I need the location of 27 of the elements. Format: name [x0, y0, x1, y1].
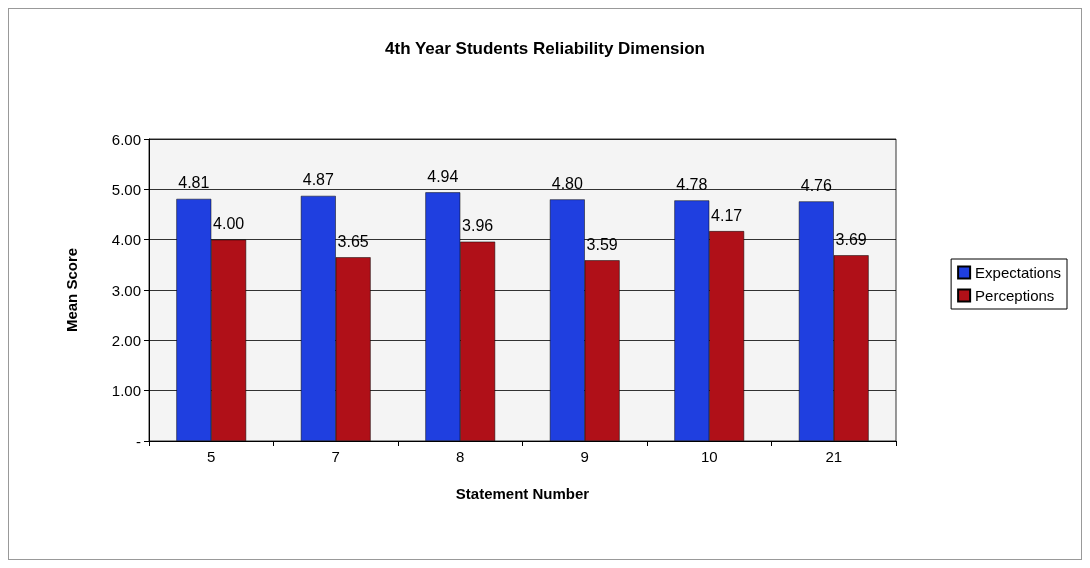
data-label: 4.17	[711, 206, 743, 224]
y-tick-label: 6.00	[111, 130, 141, 148]
chart-title: 4th Year Students Reliability Dimension	[385, 39, 705, 58]
legend-label: Perceptions	[975, 287, 1055, 304]
x-tick-label: 7	[331, 448, 340, 465]
data-label: 4.00	[213, 215, 245, 233]
y-tick-label: 3.00	[111, 281, 141, 299]
y-tick-label: 5.00	[111, 180, 141, 198]
y-tick-label: 2.00	[111, 331, 141, 349]
data-label: 4.87	[302, 171, 334, 189]
data-label: 4.80	[551, 174, 583, 192]
y-tick-label: -	[136, 432, 141, 450]
data-label: 3.96	[462, 217, 494, 235]
data-label: 4.94	[427, 167, 459, 185]
y-tick-label: 1.00	[111, 382, 141, 400]
data-label: 4.81	[178, 174, 210, 192]
y-axis-title: Mean Score	[63, 247, 80, 333]
x-tick-label: 8	[456, 448, 465, 465]
data-label: 3.59	[586, 235, 618, 253]
x-tick-label: 10	[700, 448, 718, 465]
legend-label: Expectations	[975, 264, 1062, 281]
x-axis-title: Statement Number	[455, 485, 590, 502]
x-tick-label: 5	[207, 448, 216, 465]
x-tick-label: 21	[825, 448, 843, 465]
data-label: 4.78	[676, 175, 708, 193]
y-tick-label: 4.00	[111, 231, 141, 249]
x-tick-label: 9	[580, 448, 589, 465]
